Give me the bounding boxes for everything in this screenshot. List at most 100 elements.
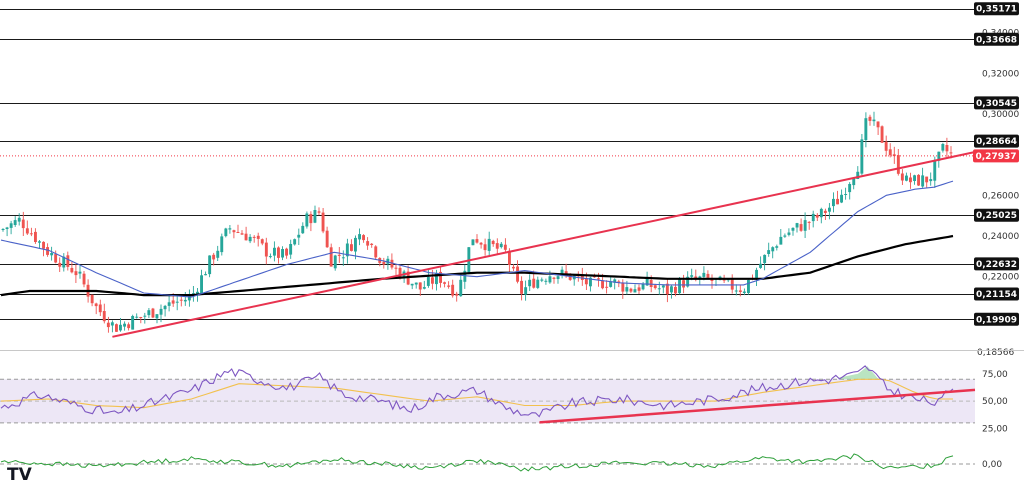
candle-body xyxy=(252,236,256,238)
candle-body xyxy=(256,235,260,239)
current-price-label: 0,27937 xyxy=(973,149,1019,163)
partial-bottom-price-label: 0,18566 xyxy=(977,348,1014,358)
candle-body xyxy=(260,239,264,244)
candle-body xyxy=(350,244,353,251)
candle-body xyxy=(321,212,325,232)
candle-body xyxy=(398,267,402,278)
candle-body xyxy=(297,234,301,238)
candle-body xyxy=(917,174,920,186)
candle-body xyxy=(106,322,110,328)
candle-body xyxy=(163,305,167,310)
candle-body xyxy=(135,316,139,318)
momentum-line xyxy=(0,453,954,472)
candle-body xyxy=(674,286,677,294)
candle-body xyxy=(289,244,293,255)
rsi-line xyxy=(0,365,954,418)
candle-body xyxy=(204,274,207,276)
candle-body xyxy=(131,316,135,330)
candle-body xyxy=(422,287,426,289)
candle-body xyxy=(848,184,852,193)
candle-body xyxy=(892,154,896,157)
candle-body xyxy=(345,243,349,257)
candle-body xyxy=(313,210,317,223)
rsi-signal-line xyxy=(0,378,953,409)
level-label-badge xyxy=(974,257,1019,271)
candle-body xyxy=(54,254,58,263)
candle-body xyxy=(828,207,831,212)
candle-body xyxy=(455,293,459,296)
candle-body xyxy=(443,282,446,284)
candle-body xyxy=(601,280,604,289)
candle-body xyxy=(637,287,641,291)
price-trendline xyxy=(112,151,976,338)
candle-body xyxy=(734,290,738,292)
candlestick-series xyxy=(1,111,953,333)
candle-body xyxy=(738,290,742,292)
candle-body xyxy=(941,144,945,151)
price-tick-label: 0,22000 xyxy=(982,273,1019,283)
candle-body xyxy=(394,267,398,269)
candle-body xyxy=(516,266,519,282)
candle-body xyxy=(94,303,98,307)
candle-body xyxy=(653,285,657,289)
candle-body xyxy=(840,194,843,203)
momentum-tick-label: 0,00 xyxy=(982,460,1002,470)
candle-body xyxy=(459,279,463,297)
candle-body xyxy=(382,261,386,265)
candle-body xyxy=(909,177,912,183)
candle-body xyxy=(706,273,710,278)
candle-body xyxy=(127,324,131,329)
candle-body xyxy=(317,211,321,213)
candle-body xyxy=(512,266,515,269)
candle-body xyxy=(532,278,536,288)
candle-body xyxy=(240,233,244,235)
candle-body xyxy=(905,175,908,181)
candle-body xyxy=(791,227,795,231)
candle-body xyxy=(337,254,341,256)
candle-body xyxy=(819,208,823,218)
candle-body xyxy=(183,299,187,302)
candle-body xyxy=(115,324,118,332)
candle-body xyxy=(832,198,835,207)
level-label: 0,33668 xyxy=(974,32,1019,46)
candle-body xyxy=(329,247,333,267)
candle-body xyxy=(70,268,74,273)
candle-body xyxy=(508,250,511,265)
candle-body xyxy=(123,323,126,327)
candle-body xyxy=(702,272,706,277)
candle-body xyxy=(633,289,637,293)
candle-body xyxy=(665,283,669,295)
candle-body xyxy=(524,287,528,295)
price-tick-label: 0,24000 xyxy=(982,232,1019,242)
candle-body xyxy=(617,281,621,283)
candle-body xyxy=(609,281,613,287)
candle-body xyxy=(815,215,819,218)
candle-body xyxy=(807,221,811,223)
candle-body xyxy=(285,248,288,256)
candle-body xyxy=(90,294,94,304)
candle-body xyxy=(544,280,548,282)
candle-body xyxy=(860,139,864,174)
candle-body xyxy=(520,280,523,294)
candle-body xyxy=(224,228,228,237)
candle-body xyxy=(629,288,633,292)
level-label-badge xyxy=(974,134,1019,148)
candle-body xyxy=(929,179,933,182)
candle-body xyxy=(273,247,276,256)
candle-body xyxy=(309,214,313,224)
candle-body xyxy=(503,244,507,250)
candle-body xyxy=(151,308,155,318)
rsi-overbought-fill xyxy=(838,366,887,380)
candle-body xyxy=(66,255,70,267)
candle-body xyxy=(876,121,880,128)
candle-body xyxy=(366,241,370,246)
candle-body xyxy=(475,239,479,243)
level-label: 0,21154 xyxy=(974,287,1019,301)
tradingview-logo-icon[interactable]: TV xyxy=(7,465,33,485)
candle-body xyxy=(487,238,491,251)
candle-body xyxy=(686,276,690,287)
candle-body xyxy=(678,279,681,294)
candle-body xyxy=(236,232,240,233)
candle-body xyxy=(823,210,827,213)
